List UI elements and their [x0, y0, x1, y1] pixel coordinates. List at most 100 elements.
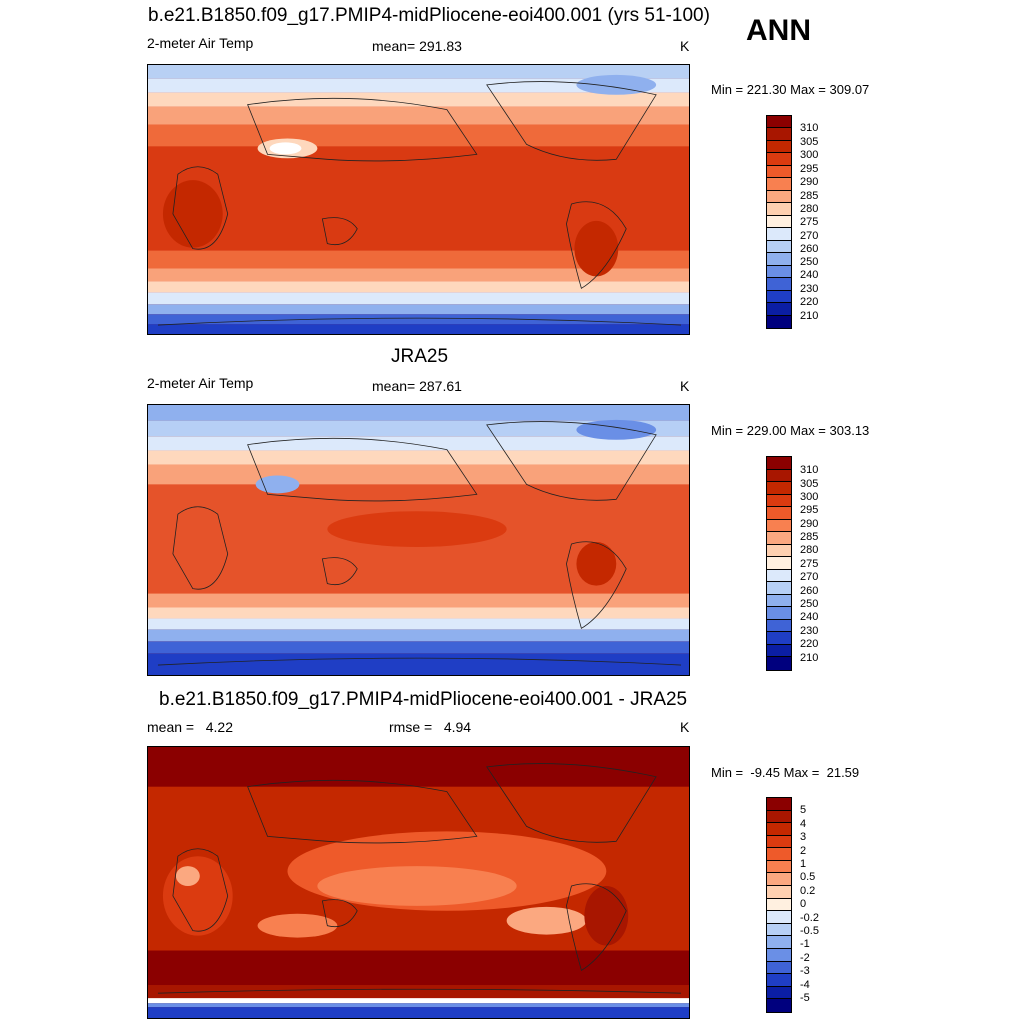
colorbar-swatch [767, 240, 791, 254]
colorbar-swatch [767, 644, 791, 658]
cbar-label: 305 [800, 478, 819, 490]
colorbar-swatch [767, 632, 791, 645]
cbar-label: 280 [800, 203, 819, 215]
cbar-label: 250 [800, 598, 819, 610]
panel2-mean-label: mean= 287.61 [372, 378, 462, 394]
panel2-variable-label: 2-meter Air Temp [147, 375, 254, 391]
cbar-label: 210 [800, 310, 819, 322]
colorbar-swatch [767, 482, 791, 495]
cbar-label: 260 [800, 243, 819, 255]
colorbar-swatch [767, 810, 791, 824]
cbar-label: 290 [800, 176, 819, 188]
colorbar-swatch [767, 265, 791, 279]
colorbar-swatch [767, 923, 791, 937]
cbar-label: 2 [800, 845, 807, 857]
colorbar-swatch [767, 519, 791, 533]
colorbar-swatch [767, 544, 791, 558]
panel1-mean-label: mean= 291.83 [372, 38, 462, 54]
colorbar-swatch [767, 494, 791, 508]
cbar-label: 250 [800, 256, 819, 268]
colorbar-swatch [767, 911, 791, 924]
panel2-minmax: Min = 229.00 Max = 303.13 [711, 423, 870, 438]
colorbar-swatch [767, 315, 791, 328]
colorbar-swatch [767, 974, 791, 987]
colorbar-swatch [767, 835, 791, 849]
colorbar-swatch [767, 532, 791, 545]
cbar-label: 275 [800, 558, 819, 570]
panel1-units-label: K [680, 38, 690, 54]
panel3-map [147, 746, 690, 1019]
colorbar-swatch [767, 290, 791, 304]
colorbar-swatch [767, 823, 791, 836]
colorbar-swatch [767, 140, 791, 154]
cbar-label: 280 [800, 544, 819, 556]
cbar-label: 295 [800, 504, 819, 516]
cbar-label: 290 [800, 518, 819, 530]
cbar-label: 210 [800, 652, 819, 664]
panel2-title: JRA25 [391, 346, 449, 367]
cbar-label: 5 [800, 804, 807, 816]
cbar-label: -2 [800, 952, 810, 964]
cbar-label: 230 [800, 283, 819, 295]
colorbar-swatch [767, 936, 791, 949]
cbar-label: 3 [800, 831, 807, 843]
colorbar-swatch [767, 569, 791, 583]
panel3-units-label: K [680, 719, 690, 735]
panel1-minmax: Min = 221.30 Max = 309.07 [711, 82, 870, 97]
season-label: ANN [746, 14, 811, 47]
colorbar-swatch [767, 253, 791, 266]
colorbar-swatch [767, 961, 791, 975]
panel1-colorbar [766, 115, 792, 329]
panel3-colorbar [766, 797, 792, 1013]
colorbar-swatch [767, 657, 791, 670]
cbar-label: 1 [800, 858, 807, 870]
colorbar-swatch [767, 582, 791, 595]
cbar-label: 285 [800, 531, 819, 543]
colorbar-swatch [767, 228, 791, 241]
cbar-label: -4 [800, 979, 810, 991]
cbar-label: 220 [800, 296, 819, 308]
cbar-label: 220 [800, 638, 819, 650]
colorbar-swatch [767, 469, 791, 483]
cbar-label: 305 [800, 136, 819, 148]
cbar-label: 0.5 [800, 871, 816, 883]
cbar-label: 275 [800, 216, 819, 228]
colorbar-swatch [767, 165, 791, 179]
panel3-minmax: Min = -9.45 Max = 21.59 [711, 765, 860, 780]
colorbar-swatch [767, 153, 791, 166]
colorbar-swatch [767, 457, 791, 470]
cbar-label: -0.2 [800, 912, 819, 924]
colorbar-swatch [767, 886, 791, 899]
cbar-label: -0.5 [800, 925, 819, 937]
colorbar-swatch [767, 948, 791, 962]
panel1-map [147, 64, 690, 335]
cbar-label: 300 [800, 491, 819, 503]
colorbar-swatch [767, 128, 791, 141]
panel1-variable-label: 2-meter Air Temp [147, 35, 254, 51]
panel3-title: b.e21.B1850.f09_g17.PMIP4-midPliocene-eo… [159, 689, 688, 710]
cbar-label: 310 [800, 122, 819, 134]
cbar-label: 230 [800, 625, 819, 637]
cbar-label: 260 [800, 585, 819, 597]
colorbar-swatch [767, 178, 791, 191]
cbar-label: 295 [800, 163, 819, 175]
cbar-label: 0.2 [800, 885, 816, 897]
colorbar-swatch [767, 594, 791, 608]
colorbar-swatch [767, 278, 791, 291]
colorbar-swatch [767, 303, 791, 316]
panel3-mean-label: mean = 4.22 [147, 719, 234, 735]
cbar-label: -1 [800, 938, 810, 950]
cbar-label: -3 [800, 965, 810, 977]
panel3-rmse-label: rmse = 4.94 [389, 719, 472, 735]
cbar-label: 4 [800, 818, 807, 830]
panel1-title: b.e21.B1850.f09_g17.PMIP4-midPliocene-eo… [148, 5, 710, 26]
cbar-label: 0 [800, 898, 807, 910]
colorbar-swatch [767, 215, 791, 229]
colorbar-swatch [767, 619, 791, 633]
cbar-label: 240 [800, 269, 819, 281]
cbar-label: 285 [800, 190, 819, 202]
colorbar-swatch [767, 860, 791, 874]
colorbar-swatch [767, 986, 791, 1000]
colorbar-swatch [767, 848, 791, 861]
cbar-label: 300 [800, 149, 819, 161]
